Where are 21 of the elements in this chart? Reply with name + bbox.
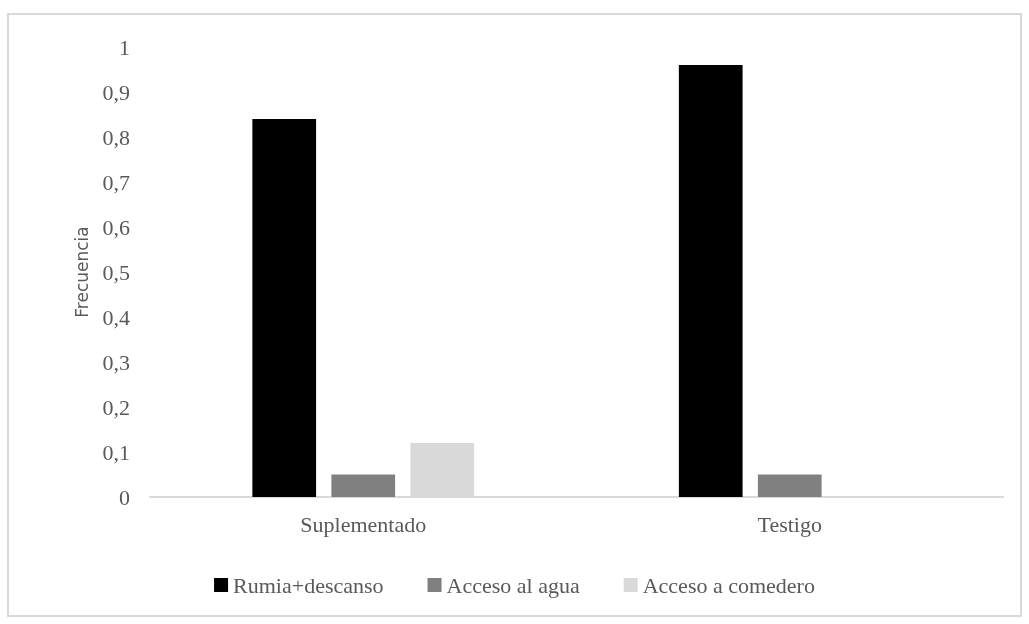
x-tick-label: Testigo <box>757 511 822 537</box>
y-tick-label: 0,3 <box>102 349 130 375</box>
y-axis-title: Frecuencia <box>71 226 92 318</box>
x-tick-label: Suplementado <box>300 511 427 537</box>
legend-label: Rumia+descanso <box>233 572 384 598</box>
bar <box>757 474 822 497</box>
legend-label: Acceso a comedero <box>642 572 815 598</box>
y-tick-label: 0,2 <box>102 394 130 420</box>
legend-label: Acceso al agua <box>446 572 580 598</box>
y-tick-label: 0,9 <box>102 79 130 105</box>
y-tick-label: 1 <box>119 34 130 60</box>
y-tick-label: 0,8 <box>102 124 130 150</box>
y-tick-label: 0,6 <box>102 214 130 240</box>
y-tick-label: 0 <box>119 484 130 510</box>
y-tick-label: 0,4 <box>102 304 130 330</box>
bar <box>331 474 396 497</box>
bar <box>678 65 743 497</box>
y-tick-label: 0,5 <box>102 259 130 285</box>
bar <box>252 119 317 497</box>
y-tick-label: 0,1 <box>102 439 130 465</box>
y-tick-label: 0,7 <box>102 169 130 195</box>
